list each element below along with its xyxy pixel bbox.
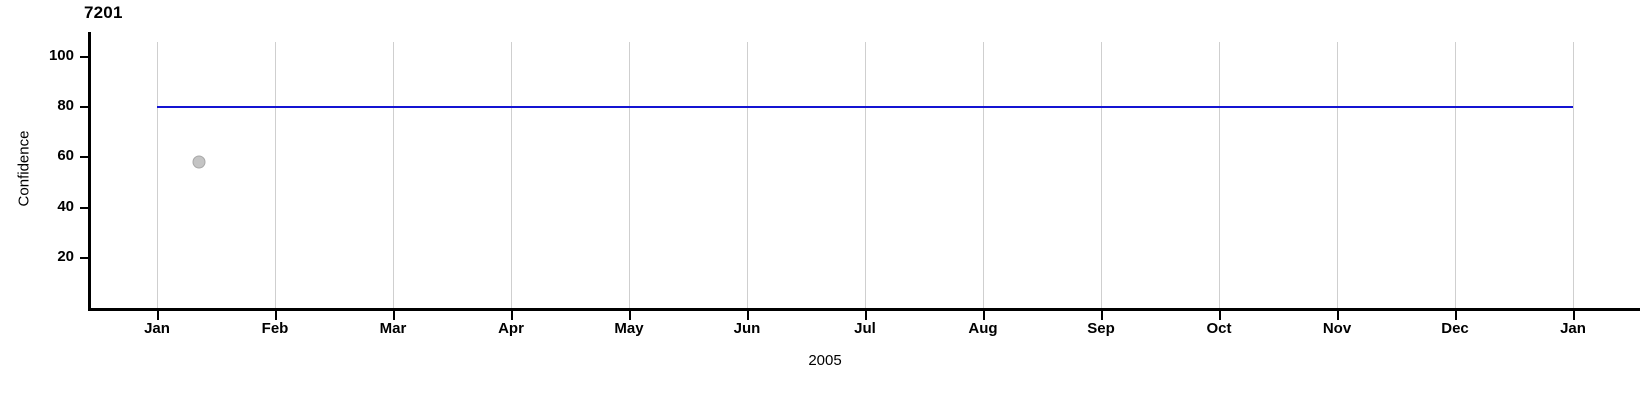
x-axis-tick (865, 311, 867, 320)
gridline-vertical (275, 42, 276, 312)
y-axis-tick (80, 106, 88, 109)
x-axis-spine (88, 308, 1640, 311)
gridline-vertical (1337, 42, 1338, 312)
gridline-vertical (1573, 42, 1574, 312)
gridline-vertical (157, 42, 158, 312)
x-axis-tick-label: Apr (498, 320, 524, 337)
gridline-vertical (629, 42, 630, 312)
y-axis-tick-label: 100 (48, 47, 74, 65)
x-axis-tick-label: Sep (1087, 320, 1115, 337)
x-axis-tick (629, 311, 631, 320)
gridline-vertical (511, 42, 512, 312)
x-axis-tick-label: Aug (968, 320, 998, 337)
y-axis-tick (80, 206, 88, 209)
y-axis-tick-label: 20 (57, 247, 74, 265)
gridline-vertical (983, 42, 984, 312)
y-axis-tick (80, 156, 88, 159)
gridline-vertical (865, 42, 866, 312)
x-axis-tick-label: Mar (379, 320, 407, 337)
y-axis-tick-label: 40 (57, 197, 74, 215)
x-axis-tick (275, 311, 277, 320)
x-axis-tick-label: Jan (144, 320, 170, 337)
gridline-vertical (1219, 42, 1220, 312)
x-axis-tick (1101, 311, 1103, 320)
y-axis-tick (80, 256, 88, 259)
gridline-vertical (747, 42, 748, 312)
x-axis-tick-label: Nov (1322, 320, 1352, 337)
x-axis-tick (1573, 311, 1575, 320)
threshold-line (157, 106, 1573, 109)
gridline-vertical (1455, 42, 1456, 312)
y-axis-spine (88, 32, 91, 311)
x-axis-tick (1455, 311, 1457, 320)
x-axis-tick-label: Oct (1206, 320, 1232, 337)
x-axis-tick (1219, 311, 1221, 320)
x-axis-tick-label: Feb (261, 320, 289, 337)
y-axis-tick-label: 60 (57, 147, 74, 165)
x-axis-title: 2005 (808, 352, 842, 369)
gridline-vertical (1101, 42, 1102, 312)
gridline-vertical (393, 42, 394, 312)
y-axis-tick-label: 80 (57, 97, 74, 115)
chart-title: 7201 (84, 3, 123, 22)
y-axis-tick (80, 56, 88, 59)
x-axis-tick (983, 311, 985, 320)
x-axis-tick-label: May (614, 320, 644, 337)
x-axis-tick-label: Jun (733, 320, 761, 337)
x-axis-tick-label: Dec (1441, 320, 1469, 337)
x-axis-tick (1337, 311, 1339, 320)
x-axis-tick (511, 311, 513, 320)
x-axis-tick (393, 311, 395, 320)
x-axis-tick-label: Jul (854, 320, 876, 337)
x-axis-tick (747, 311, 749, 320)
data-point-marker[interactable] (192, 155, 206, 169)
x-axis-tick-label: Jan (1560, 320, 1586, 337)
x-axis-tick (157, 311, 159, 320)
